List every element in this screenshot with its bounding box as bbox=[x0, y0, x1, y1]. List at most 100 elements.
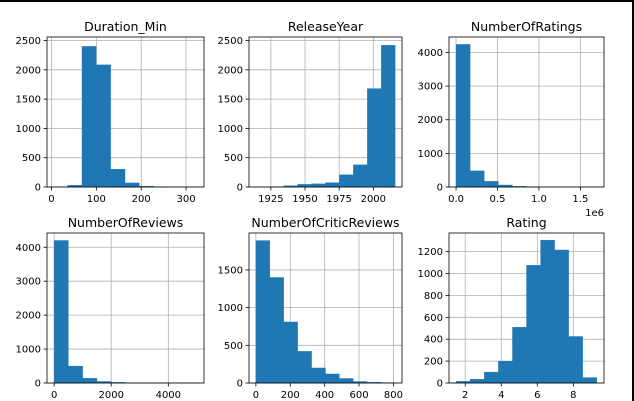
histogram-bar bbox=[311, 183, 326, 188]
y-tick-label: 1000 bbox=[418, 269, 443, 280]
y-tick-label: 0 bbox=[437, 183, 443, 194]
x-offset-label: 1e6 bbox=[585, 208, 604, 219]
subplot-title: NumberOfRatings bbox=[471, 19, 582, 34]
x-tick-label: 1.5 bbox=[572, 194, 588, 205]
histogram-bar bbox=[512, 327, 527, 384]
x-tick-label: 1.0 bbox=[531, 194, 547, 205]
histogram-bar bbox=[82, 378, 98, 384]
x-tick-label: 1975 bbox=[326, 194, 351, 205]
y-tick-label: 200 bbox=[424, 357, 443, 368]
y-tick-label: 1000 bbox=[218, 124, 243, 135]
y-tick-label: 0 bbox=[437, 379, 443, 390]
subplot-title: NumberOfReviews bbox=[68, 215, 184, 230]
subplot-title: Rating bbox=[506, 215, 546, 230]
x-tick-label: 1950 bbox=[292, 194, 317, 205]
histogram-bar bbox=[484, 181, 499, 188]
plot-area bbox=[47, 233, 204, 383]
x-tick-label: 4 bbox=[498, 390, 504, 401]
y-tick-label: 0 bbox=[35, 183, 41, 194]
histogram-bar bbox=[540, 239, 555, 384]
axes-frame bbox=[248, 36, 403, 188]
x-tick-label: 300 bbox=[177, 194, 196, 205]
histogram-bar bbox=[110, 168, 126, 188]
x-tick-label: 2000 bbox=[361, 194, 386, 205]
y-tick-label: 0 bbox=[35, 379, 41, 390]
y-tick-label: 0 bbox=[237, 379, 243, 390]
subplot-3: 0.0 0.5 1.0 1.5 0 1000 2000 3000 4000 1e6 NumberOf… bbox=[418, 19, 605, 219]
y-tick-label: 2000 bbox=[218, 65, 243, 76]
subplot-title: ReleaseYear bbox=[288, 19, 364, 34]
x-tick-label: 800 bbox=[384, 390, 403, 401]
x-tick-label: 0 bbox=[51, 390, 57, 401]
x-tick-label: 1925 bbox=[258, 194, 283, 205]
x-tick-label: 200 bbox=[132, 194, 151, 205]
y-tick-label: 3000 bbox=[418, 82, 443, 93]
y-tick-label: 600 bbox=[424, 313, 443, 324]
histogram-bar bbox=[325, 373, 340, 384]
x-tick-label: 0.5 bbox=[490, 194, 506, 205]
plot-area bbox=[47, 37, 204, 187]
x-tick-label: 200 bbox=[281, 390, 300, 401]
subplot-4: 0 2000 4000 0 1000 2000 3000 4000 NumberOfReview… bbox=[16, 215, 205, 401]
subplot-5: 0 200 400 600 800 0 500 1000 1500 NumberOfCriticR… bbox=[218, 215, 403, 401]
histogram-bar bbox=[339, 378, 354, 384]
histogram-bar bbox=[568, 336, 583, 384]
x-tick-label: 0 bbox=[253, 390, 259, 401]
histogram-bar bbox=[283, 321, 298, 384]
y-tick-label: 1000 bbox=[418, 149, 443, 160]
x-tick-label: 400 bbox=[315, 390, 334, 401]
histogram-bar bbox=[68, 365, 83, 384]
histogram-bar bbox=[470, 379, 485, 384]
histogram-bar bbox=[124, 182, 140, 188]
subplot-title: NumberOfCriticReviews bbox=[251, 215, 399, 230]
histogram-bar bbox=[469, 170, 485, 188]
y-tick-label: 4000 bbox=[418, 48, 443, 59]
y-tick-label: 3000 bbox=[16, 277, 41, 288]
axes-frame bbox=[46, 232, 205, 384]
y-tick-label: 2000 bbox=[16, 65, 41, 76]
histogram-bar bbox=[339, 174, 354, 188]
x-tick-label: 2000 bbox=[99, 390, 124, 401]
axes-frame bbox=[448, 36, 605, 188]
histogram-bar bbox=[381, 45, 396, 188]
y-tick-label: 2000 bbox=[16, 311, 41, 322]
y-tick-label: 400 bbox=[424, 335, 443, 346]
y-tick-label: 1000 bbox=[218, 303, 243, 314]
histogram-bar bbox=[526, 265, 541, 384]
y-tick-label: 2500 bbox=[16, 36, 41, 47]
y-tick-label: 1000 bbox=[16, 124, 41, 135]
subplot-2: 1925 1950 1975 2000 0 500 1000 1500 2000 2500 Rele… bbox=[218, 19, 403, 205]
x-tick-label: 0 bbox=[48, 194, 54, 205]
x-tick-label: 4000 bbox=[156, 390, 181, 401]
histogram-bar bbox=[311, 367, 326, 384]
histogram-bar bbox=[367, 88, 382, 188]
x-tick-label: 2 bbox=[462, 390, 468, 401]
histogram-bar bbox=[455, 44, 471, 188]
histogram-bar bbox=[582, 377, 597, 384]
y-tick-label: 4000 bbox=[16, 243, 41, 254]
axes-frame bbox=[448, 232, 605, 384]
y-tick-label: 1500 bbox=[218, 95, 243, 106]
y-tick-label: 2500 bbox=[218, 36, 243, 47]
subplot-6: 2 4 6 8 0 200 400 600 800 1000 1200 Rating bbox=[418, 215, 605, 401]
subplot-title: Duration_Min bbox=[84, 19, 167, 34]
histogram-bar bbox=[297, 351, 312, 384]
x-tick-label: 600 bbox=[349, 390, 368, 401]
histogram-bar bbox=[498, 360, 513, 384]
y-tick-label: 1500 bbox=[218, 265, 243, 276]
histogram-bar bbox=[81, 46, 97, 188]
plot-area bbox=[449, 37, 604, 187]
axes-frame bbox=[46, 36, 205, 188]
subplot-1: 0 100 200 300 0 500 1000 1500 2000 2500 Duration_M… bbox=[16, 19, 205, 205]
histogram-bar bbox=[325, 182, 340, 188]
histogram-bar bbox=[255, 240, 270, 384]
y-tick-label: 500 bbox=[22, 153, 41, 164]
x-tick-label: 6 bbox=[534, 390, 540, 401]
y-tick-label: 1200 bbox=[418, 247, 443, 258]
histogram-bar bbox=[96, 64, 111, 188]
histogram-bar bbox=[53, 240, 69, 384]
y-tick-label: 2000 bbox=[418, 115, 443, 126]
y-tick-label: 500 bbox=[224, 153, 243, 164]
